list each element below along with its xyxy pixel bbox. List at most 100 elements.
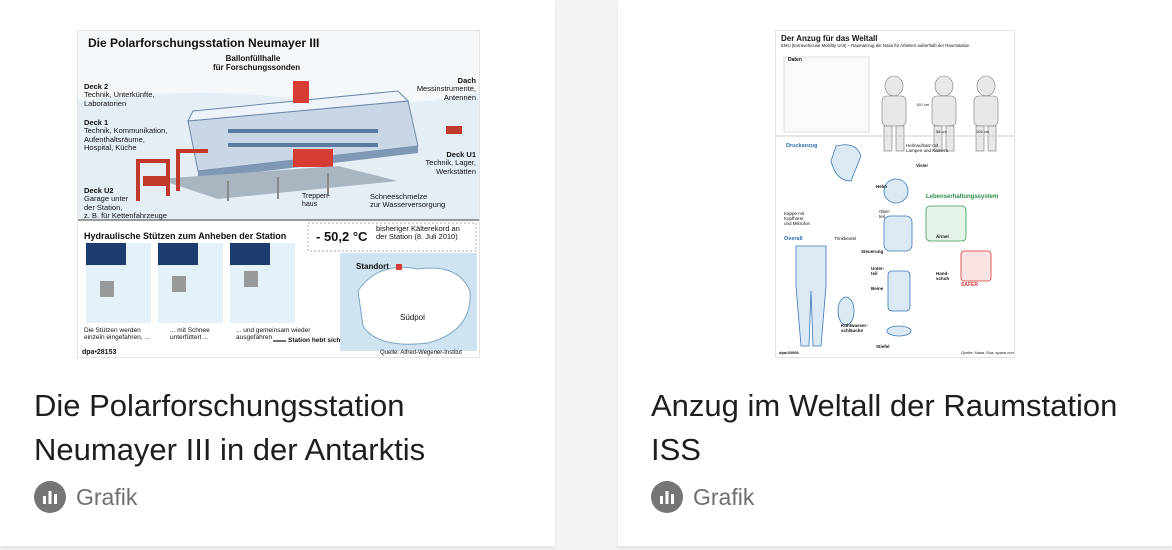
graphic-label: Treppen-haus	[302, 193, 330, 209]
article-card[interactable]: Die Polarforschungsstation Neumayer III B…	[0, 0, 555, 546]
label-line: EMU (Extravehicular Mobility Unit) – Rau…	[781, 43, 970, 48]
graphic-label: Steuerung	[861, 249, 883, 254]
label-line: zur Wasserversorgung	[370, 200, 446, 210]
label-line: Deck 1	[84, 118, 109, 127]
label-line: teil	[871, 271, 878, 277]
label-line: schläuche	[841, 328, 864, 334]
label-line: 104 cm	[976, 129, 990, 134]
label-line: Trinkbeutel	[834, 236, 857, 241]
graphic-label: Overall	[784, 236, 803, 242]
label-line: z. B. für Kettenfahrzeuge	[84, 211, 167, 221]
label-line: Die Stützen werden	[84, 327, 141, 334]
graphic-title: Der Anzug für das Weltall	[781, 34, 878, 43]
label-line: ... und gemeinsam wieder	[236, 327, 311, 334]
graphic-label: Trinkbeutel	[834, 236, 856, 241]
label-line: Südpol	[400, 313, 425, 322]
label-line: einzeln eingefahren, ...	[84, 334, 150, 342]
graphic-label: Kühlwasser-schläuche	[841, 323, 868, 333]
category: Grafik	[693, 483, 755, 510]
label-line: Quelle: Alfred-Wegener-Institut	[380, 350, 462, 356]
label-line: Overall	[784, 236, 803, 242]
label-line: ausgefahren	[236, 334, 273, 342]
graphic-label: Kappe mit Kopfhörer und Mikrofon	[784, 211, 810, 226]
graphic-label: bisheriger Kälterekord an der Station (8.…	[376, 224, 460, 242]
chart-icon	[34, 481, 66, 513]
label-line: Deck U2	[84, 186, 114, 195]
meta: Grafik	[651, 481, 754, 513]
label-line: für Forschungssonden	[213, 62, 301, 72]
category: Grafik	[76, 483, 138, 510]
graphic	[776, 56, 1014, 347]
graphic-label: - 50,2 °C	[316, 229, 367, 245]
graphic-label: Ärmel	[936, 234, 949, 239]
label-line: Hand-	[936, 271, 949, 276]
label-line: Treppen-	[302, 193, 331, 200]
infographic[interactable]: Die Polarforschungsstation Neumayer III B…	[77, 30, 480, 358]
chart-icon	[651, 481, 683, 513]
headline[interactable]: Die Polarforschungsstation Neumayer III …	[34, 388, 426, 467]
label-line: Kopfhörer	[784, 216, 804, 222]
graphic-label: Quelle: Alfred-Wegener-Institut	[380, 350, 462, 357]
graphic-label: Unter-teil	[871, 266, 884, 276]
graphic-label: Ober-teil	[879, 209, 891, 219]
graphic-label: Südpol	[400, 313, 425, 323]
label-line: Technik, Kommunikation,	[84, 126, 168, 136]
label-line: Technik, Unterkünfte,	[84, 90, 155, 100]
label-line: haus	[302, 200, 318, 208]
graphic-label: Beine	[871, 286, 883, 291]
label-line: Hospital, Küche	[84, 143, 137, 153]
label-line: Antennen	[443, 92, 476, 102]
graphic-label: Antarktis	[388, 298, 423, 308]
label-line: und Mikrofon	[784, 221, 811, 227]
headline[interactable]: Anzug im Weltall der Raumstation ISS	[651, 388, 1118, 467]
graphic-label: 104 cm	[976, 129, 990, 134]
graphic-title: Die Polarforschungsstation Neumayer III	[88, 36, 320, 50]
graphic-label: ... und gemeinsam wieder ausgefahren	[236, 327, 310, 342]
graphic-label: Druckanzug	[786, 143, 817, 149]
label-line: Kühlwasser-	[841, 323, 868, 328]
label-line: Laboratorien	[84, 98, 127, 108]
label-line: Druckanzug	[786, 143, 818, 149]
graphic-label: 192 cm	[916, 102, 930, 107]
graphic-label: Deck U1 Technik, Lager, Werkstätten	[425, 150, 476, 176]
label-line: Steuerung	[861, 249, 884, 254]
graphic-label: Dach Messinstrumente, Antennen	[416, 76, 476, 102]
label-line: Antarktis	[388, 298, 423, 307]
label-line: Deck U1	[446, 150, 476, 159]
label-line: Ballonfüllhalle	[225, 54, 281, 63]
label-line: Visier	[916, 163, 929, 168]
label-line: Schneeschmelze	[370, 192, 428, 201]
graphic-label: dpa•30008	[779, 350, 799, 355]
label-line: Werkstätten	[436, 166, 476, 176]
graphic-label: EMU (Extravehicular Mobility Unit) – Rau…	[781, 43, 970, 49]
infographic[interactable]: Der Anzug für das Weltall EMU (Extravehic…	[775, 30, 1015, 358]
label-line: 192 cm	[916, 102, 930, 107]
label-line: schuh	[936, 276, 950, 282]
label-line: unterfüttert ...	[170, 334, 209, 342]
label-line: Beine	[871, 286, 884, 291]
graphic-label: Helm	[876, 184, 887, 189]
label-line: Ärmel	[936, 234, 949, 239]
label-line: SAFER	[961, 282, 978, 288]
label-line: Standort	[356, 262, 389, 271]
label-line: Lampen und Kamera	[906, 148, 949, 154]
graphic-label: Standort	[356, 262, 389, 272]
label-line: Technik, Lager,	[425, 158, 476, 168]
graphic-label: Hand-schuh	[936, 271, 949, 281]
meta: Grafik	[34, 481, 137, 513]
graphic-label: Schneeschmelze zur Wasserversorgung	[370, 192, 446, 210]
label-line: Deck 2	[84, 82, 109, 91]
label-line: Quelle: Nasa, Esa, space.com	[961, 350, 1015, 355]
label-line: dpa•30008	[779, 350, 799, 355]
label-line: Hydraulische Stützen zum Anheben der Sta…	[84, 231, 287, 241]
graphic-label: Visier	[916, 163, 928, 168]
graphic	[78, 31, 479, 351]
article-card[interactable]: Der Anzug für das Weltall EMU (Extravehic…	[618, 0, 1172, 546]
graphic-label: Ballonfüllhalle für Forschungssonden	[213, 54, 301, 73]
label-line: Ober-	[879, 209, 891, 214]
graphic-label: Die Stützen werden einzeln eingefahren, .…	[84, 327, 150, 342]
label-line: Messinstrumente,	[416, 84, 476, 94]
label-line: teil	[879, 214, 885, 220]
graphic-label: Deck 1 Technik, Kommunikation, Aufenthalts…	[84, 118, 168, 153]
